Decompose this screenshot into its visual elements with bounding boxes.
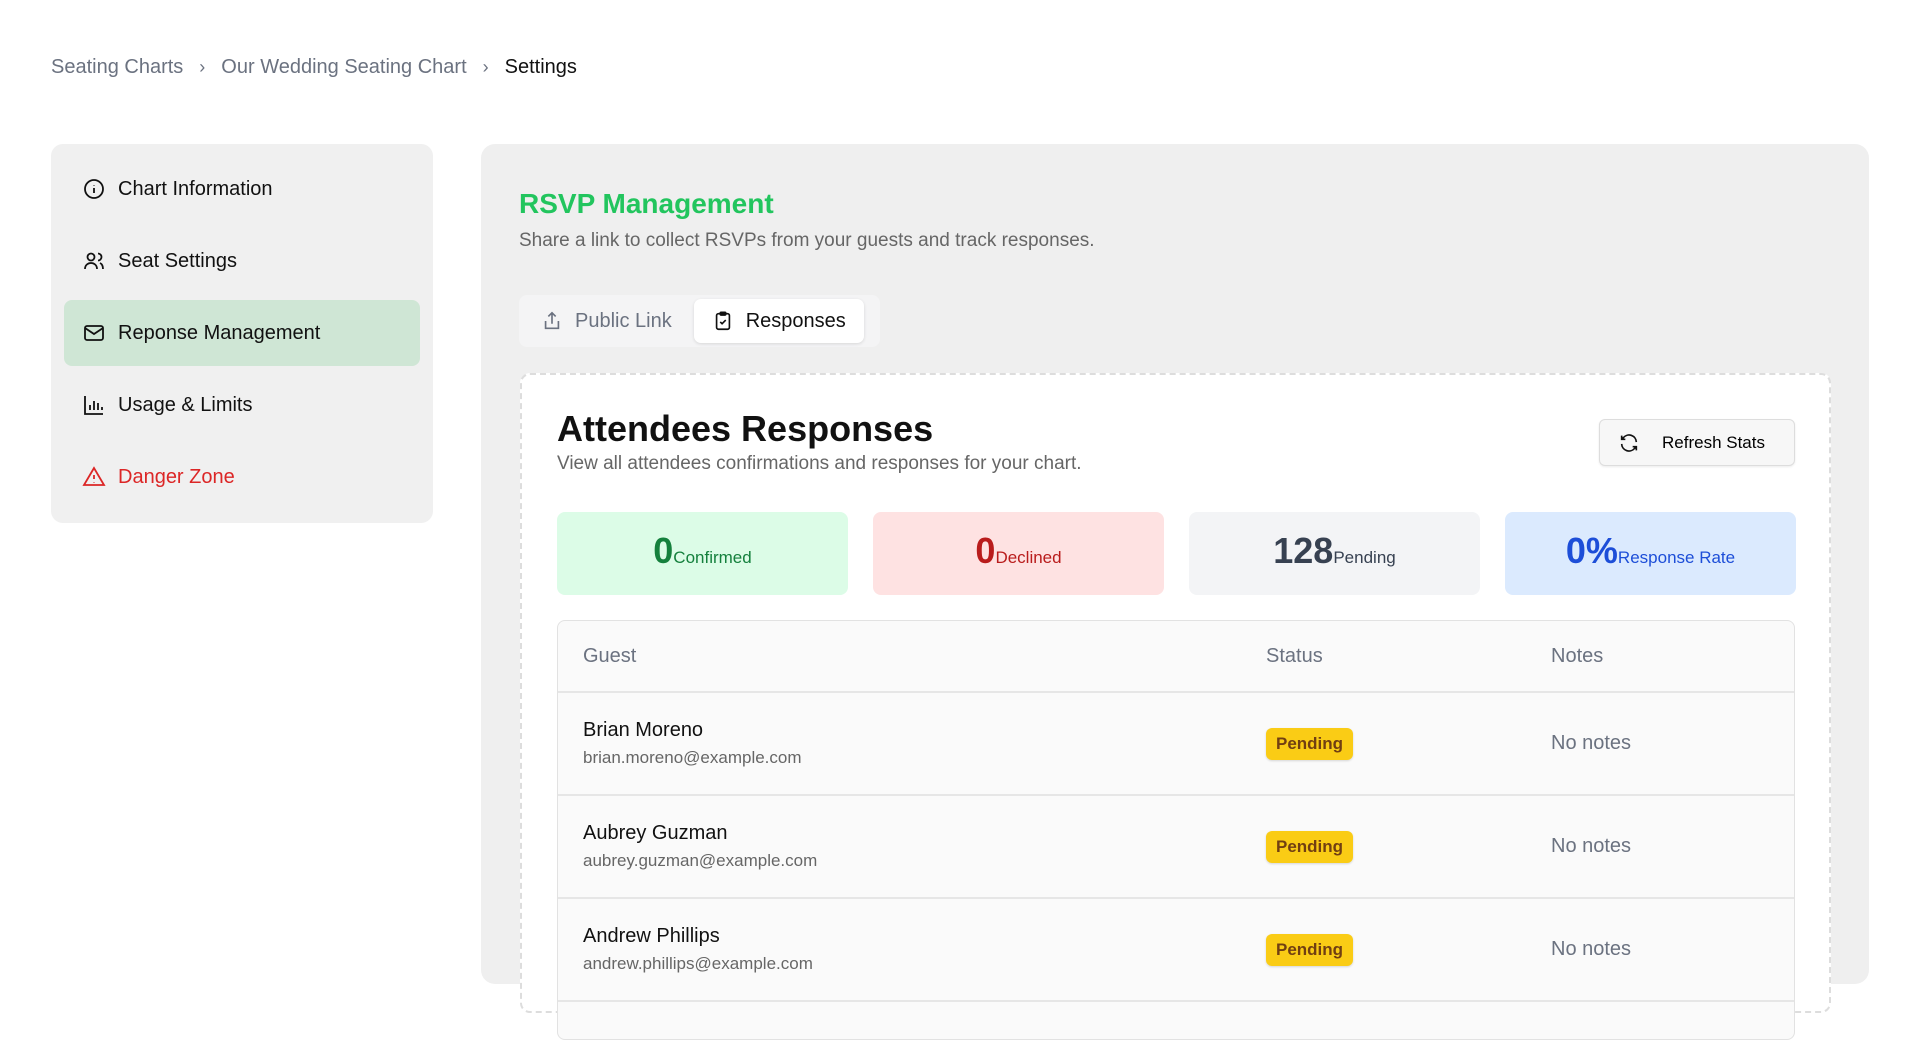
guest-name: Aubrey Guzman <box>583 822 728 844</box>
sidebar-item-label: Reponse Management <box>118 321 321 344</box>
page-title: RSVP Management <box>519 188 774 219</box>
sidebar-item-seat-settings[interactable]: Seat Settings <box>64 228 420 294</box>
status-badge: Pending <box>1266 830 1354 863</box>
sidebar-item-label: Usage & Limits <box>118 393 253 416</box>
responses-card: Attendees Responses View all attendees c… <box>520 373 1831 1040</box>
guest-name: Andrew Phillips <box>583 925 720 947</box>
sidebar-item-usage-limits[interactable]: Usage & Limits <box>64 372 420 438</box>
sidebar-item-danger-zone[interactable]: Danger Zone <box>64 444 420 510</box>
sidebar-item-response-management[interactable]: Reponse Management <box>64 300 420 366</box>
users-icon <box>84 252 104 270</box>
header-guest: Guest <box>583 644 637 667</box>
guest-email: aubrey.guzman@example.com <box>583 851 818 870</box>
refresh-stats-button[interactable]: Refresh Stats <box>1599 419 1795 466</box>
breadcrumb-seating-charts[interactable]: Seating Charts <box>51 56 184 78</box>
table-row: Aubrey Guzman aubrey.guzman@example.com P… <box>558 796 1794 899</box>
table-row: Andrew Phillips andrew.phillips@example.c… <box>558 899 1794 1002</box>
settings-sidebar: Chart Information Seat Settings Reponse … <box>51 144 433 523</box>
guest-name: Brian Moreno <box>583 719 704 741</box>
sidebar-item-label: Chart Information <box>118 177 273 200</box>
guest-notes: No notes <box>1551 938 1632 960</box>
guest-notes: No notes <box>1551 835 1632 857</box>
refresh-label: Refresh Stats <box>1662 432 1765 452</box>
stat-label: Response Rate <box>1617 548 1736 567</box>
tab-bar: Public Link Responses <box>519 295 880 347</box>
tab-public-link[interactable]: Public Link <box>523 299 690 343</box>
stats-row: 0 Confirmed 0 Declined 128 Pending 0% Respon… <box>557 512 1796 595</box>
main-panel: RSVP Management Share a link to collect … <box>481 144 1869 1040</box>
stat-response-rate: 0% Response Rate <box>1505 512 1796 595</box>
stat-value: 0% <box>1565 530 1618 571</box>
info-icon <box>84 179 104 199</box>
card-subtitle: View all attendees confirmations and res… <box>557 453 1082 474</box>
breadcrumb: Seating Charts › Our Wedding Seating Cha… <box>51 56 577 79</box>
breadcrumb-chart[interactable]: Our Wedding Seating Chart <box>221 56 467 78</box>
sidebar-item-label: Seat Settings <box>118 249 237 272</box>
tab-label: Responses <box>745 309 846 332</box>
mail-icon <box>84 325 104 341</box>
stat-value: 0 <box>975 530 996 571</box>
page-subtitle: Share a link to collect RSVPs from your … <box>519 230 1095 251</box>
stat-value: 128 <box>1273 530 1334 571</box>
status-badge: Pending <box>1266 727 1354 760</box>
stat-pending: 128 Pending <box>1189 512 1480 595</box>
card-title: Attendees Responses <box>557 408 934 449</box>
stat-label: Confirmed <box>673 548 752 567</box>
table-row: Brian Moreno brian.moreno@example.com Pen… <box>558 693 1794 796</box>
guest-email: brian.moreno@example.com <box>583 748 802 767</box>
chevron-right-icon: › <box>199 57 206 77</box>
share-icon <box>544 311 560 330</box>
sidebar-item-chart-information[interactable]: Chart Information <box>64 156 420 222</box>
status-badge: Pending <box>1266 933 1354 966</box>
stat-label: Declined <box>995 548 1062 567</box>
tab-label: Public Link <box>575 309 672 332</box>
stat-label: Pending <box>1333 548 1396 567</box>
breadcrumb-current: Settings <box>504 56 577 78</box>
stat-declined: 0 Declined <box>873 512 1164 595</box>
refresh-icon <box>1620 433 1638 452</box>
chevron-right-icon: › <box>482 57 489 77</box>
header-notes: Notes <box>1551 644 1604 667</box>
clipboard-check-icon <box>715 311 730 331</box>
table-header: Guest Status Notes <box>558 621 1794 693</box>
guest-email: andrew.phillips@example.com <box>583 954 813 973</box>
header-status: Status <box>1266 644 1323 667</box>
bar-chart-icon <box>84 396 103 415</box>
stat-value: 0 <box>653 530 674 571</box>
stat-confirmed: 0 Confirmed <box>557 512 848 595</box>
guest-notes: No notes <box>1551 732 1632 754</box>
sidebar-item-label: Danger Zone <box>118 465 235 488</box>
responses-table: Guest Status Notes Brian Moreno brian.mor… <box>557 620 1795 1040</box>
warning-icon <box>82 466 106 486</box>
tab-responses[interactable]: Responses <box>693 299 864 343</box>
